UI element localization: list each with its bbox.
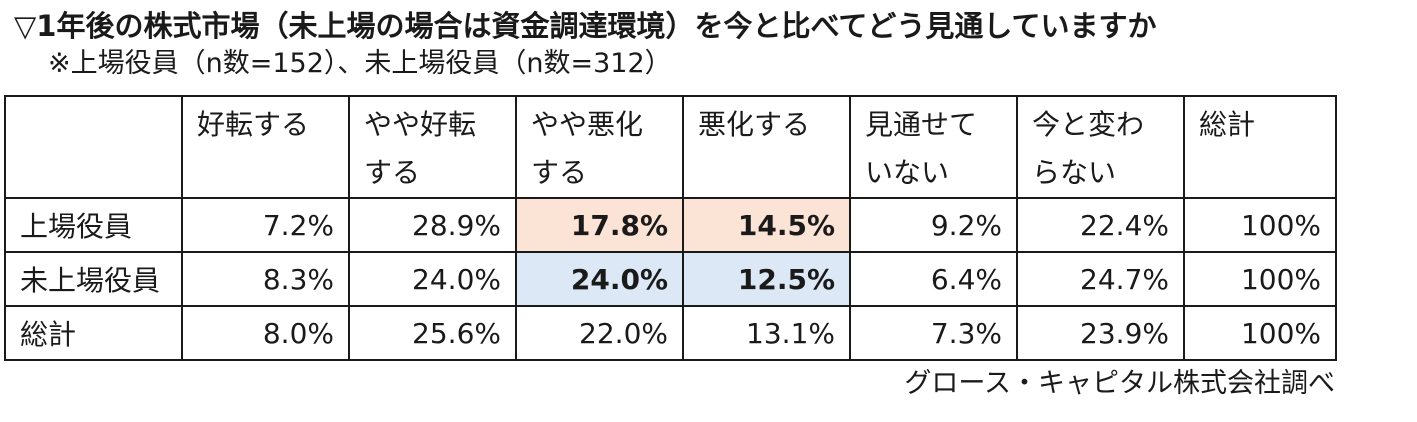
column-header: やや悪化 する <box>515 95 684 199</box>
column-header: 今と変わ らない <box>1016 95 1185 199</box>
row-label: 上場役員 <box>4 197 183 253</box>
column-header-line: 見通せて <box>865 108 978 141</box>
table-cell: 14.5% <box>682 197 851 253</box>
table-cell: 24.0% <box>515 251 684 307</box>
column-header: やや好転 する <box>348 95 517 199</box>
row-label: 未上場役員 <box>4 251 183 307</box>
table-cell: 17.8% <box>515 197 684 253</box>
column-header-line: する <box>364 156 421 189</box>
column-header-line: 好転する <box>197 108 310 141</box>
column-header-line: いない <box>865 156 950 189</box>
table-cell: 28.9% <box>348 197 517 253</box>
table-cell: 24.0% <box>348 251 517 307</box>
table-cell: 100% <box>1183 197 1337 253</box>
table-cell: 8.3% <box>181 251 350 307</box>
column-header: 見通せて いない <box>849 95 1018 199</box>
column-header: 好転する <box>181 95 350 199</box>
table-row: 未上場役員 8.3% 24.0% 24.0% 12.5% 6.4% 24.7% … <box>4 251 1337 307</box>
row-label: 総計 <box>4 305 183 361</box>
table-row: 上場役員 7.2% 28.9% 17.8% 14.5% 9.2% 22.4% 1… <box>4 197 1337 253</box>
page-title: ▽1年後の株式市場（未上場の場合は資金調達環境）を今と比べてどう見通していますか <box>14 9 1157 43</box>
table-cell: 22.0% <box>515 305 684 361</box>
table-cell: 23.9% <box>1016 305 1185 361</box>
column-header: 悪化する <box>682 95 851 199</box>
table-cell: 22.4% <box>1016 197 1185 253</box>
table-cell: 100% <box>1183 251 1337 307</box>
column-header: 総計 <box>1183 95 1337 199</box>
column-header-line: 今と変わ <box>1032 108 1145 141</box>
column-header-line: する <box>531 156 588 189</box>
table-cell: 8.0% <box>181 305 350 361</box>
table-cell: 25.6% <box>348 305 517 361</box>
column-header-line: 悪化する <box>698 108 811 141</box>
table-cell: 7.2% <box>181 197 350 253</box>
source-credit: グロース・キャピタル株式会社調べ <box>904 368 1335 399</box>
sample-size-note: ※上場役員（n数=152）、未上場役員（n数=312） <box>48 48 672 79</box>
header-corner-cell <box>4 95 183 199</box>
column-header-line: 総計 <box>1199 108 1256 141</box>
column-header-line: らない <box>1032 156 1117 189</box>
column-header-line: やや悪化 <box>531 108 644 141</box>
table-header-row: 好転する やや好転 する やや悪化 する 悪化する 見通せて いない 今と変わ <box>4 95 1337 199</box>
table-cell: 9.2% <box>849 197 1018 253</box>
column-header-line: やや好転 <box>364 108 477 141</box>
table-cell: 12.5% <box>682 251 851 307</box>
table-cell: 100% <box>1183 305 1337 361</box>
table-cell: 6.4% <box>849 251 1018 307</box>
table-cell: 7.3% <box>849 305 1018 361</box>
table-cell: 13.1% <box>682 305 851 361</box>
survey-results-table: 好転する やや好転 する やや悪化 する 悪化する 見通せて いない 今と変わ <box>4 95 1337 361</box>
table-row: 総計 8.0% 25.6% 22.0% 13.1% 7.3% 23.9% 100… <box>4 305 1337 361</box>
table-cell: 24.7% <box>1016 251 1185 307</box>
